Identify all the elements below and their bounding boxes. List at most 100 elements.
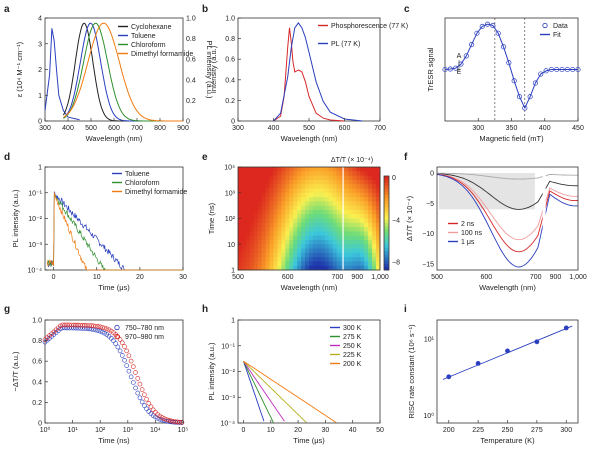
panel-e-heat-cell	[249, 257, 255, 262]
panel-letter-c: c	[404, 4, 410, 15]
panel-e-heat-cell	[238, 227, 243, 232]
panel-e-heat-cell	[281, 261, 286, 267]
panel-e-heat-cell	[281, 265, 286, 271]
panel-e-heat-cell	[356, 244, 361, 249]
panel-e-colorbar-cell	[384, 194, 389, 199]
panel-e-heat-cell	[261, 167, 267, 172]
panel-e-heat-cell	[289, 227, 294, 232]
panel-e-colorbar-cell	[384, 260, 389, 265]
panel-e-heat-cell	[312, 265, 318, 271]
panel-e-heat-cell	[348, 265, 353, 271]
panel-e-heat-cell	[285, 171, 290, 176]
panel-e-heat-cell	[241, 167, 247, 172]
panel-e-heat-cell	[257, 248, 263, 254]
panel-c-absorption-label: A	[457, 53, 462, 60]
panel-e-heat-cell	[253, 261, 259, 267]
panel-e-heat-cell	[320, 231, 326, 237]
panel-e-heat-cell	[261, 222, 267, 228]
panel-e-heat-cell	[293, 184, 298, 189]
panel-e-heat-cell	[301, 227, 306, 232]
panel-e-heat-cell	[297, 209, 302, 215]
panel-e-heat-cell	[301, 239, 306, 245]
panel-c-x-tick-label: 400	[539, 125, 551, 132]
panel-e-heat-cell	[312, 261, 318, 267]
panel-e-colorbar-cell	[384, 182, 389, 186]
panel-e-heat-cell	[277, 205, 282, 211]
panel-e-heat-cell	[249, 175, 255, 181]
panel-e-heat-cell	[261, 244, 267, 249]
panel-e-heat-cell	[281, 227, 286, 232]
panel-e-heat-cell	[356, 222, 361, 228]
panel-a-y2-tick-label: 0.2	[186, 98, 196, 105]
panel-e-heat-cell	[273, 205, 278, 211]
panel-e-heat-cell	[332, 261, 338, 267]
panel-g-point-1	[159, 415, 165, 420]
panel-e-heat-cell	[352, 244, 357, 249]
panel-e-heat-cell	[332, 214, 338, 219]
panel-e-heat-cell	[289, 197, 294, 202]
panel-e-heat-cell	[277, 201, 282, 207]
panel-g-point-1	[102, 325, 107, 331]
panel-e-heat-cell	[368, 244, 373, 249]
panel-e-heat-cell	[285, 214, 290, 219]
panel-e-heat-cell	[309, 171, 314, 176]
panel-e-heat-cell	[320, 171, 326, 176]
panel-g-point-1	[170, 418, 176, 424]
panel-g-point-1	[64, 322, 70, 328]
panel-c-data-point	[474, 30, 480, 36]
panel-e-heat-cell	[241, 184, 247, 189]
panel-e-heat-cell	[320, 197, 326, 202]
panel-e-heat-cell	[348, 252, 353, 258]
panel-e-heat-cell	[316, 265, 322, 271]
panel-e-heat-cell	[281, 239, 286, 245]
panel-e-heat-cell	[285, 218, 290, 224]
panel-e-heat-cell	[368, 192, 373, 198]
panel-e-heat-cell	[312, 197, 318, 202]
panel-f-legend-2-label: 1 μs	[461, 239, 475, 246]
panel-e-heat-cell	[328, 209, 334, 215]
panel-f-y-tick-label: −5	[426, 201, 434, 208]
panel-e-heat-cell	[368, 167, 373, 172]
panel-e-heat-cell	[352, 222, 357, 228]
panel-g-point-0	[84, 326, 90, 331]
panel-e-colorbar-cell	[384, 219, 389, 224]
panel-e-heat-cell	[277, 179, 282, 185]
panel-e-heat-cell	[253, 205, 259, 211]
panel-e-heat-cell	[305, 179, 310, 185]
panel-e-heat-cell	[289, 235, 294, 241]
panel-e-heat-cell	[344, 222, 349, 228]
panel-e-heat-cell	[238, 209, 243, 215]
panel-e-heat-cell	[328, 197, 334, 202]
panel-i-axes	[436, 319, 579, 424]
panel-e-heat-cell	[245, 231, 251, 237]
panel-e-heat-cell	[328, 244, 334, 249]
panel-b-series-0	[273, 27, 345, 122]
panel-e-heat-cell	[273, 252, 278, 258]
panel-e-heat-cell	[249, 227, 255, 232]
panel-e-heat-cell	[305, 248, 310, 254]
panel-f-x-label: Wavelength (nm)	[479, 283, 536, 292]
panel-e-y-tick-label: 10²	[225, 216, 236, 223]
panel-e-heat-cell	[289, 171, 294, 176]
panel-e-heat-cell	[269, 265, 274, 271]
panel-e-heat-cell	[289, 265, 294, 271]
panel-e-heat-cell	[324, 201, 330, 207]
panel-e-heat-cell	[277, 257, 282, 262]
panel-g-point-1	[164, 417, 169, 422]
panel-e-colorbar-cell	[384, 176, 389, 180]
panel-e-heat-cell	[245, 171, 251, 176]
panel-e-heat-cell	[316, 239, 322, 245]
panel-e-heat-cell	[257, 222, 263, 228]
panel-e-heat-cell	[241, 231, 247, 237]
panel-e-heat-cell	[364, 209, 369, 215]
panel-e-heat-cell	[285, 222, 290, 228]
panel-e-heat-cell	[316, 222, 322, 228]
panel-e-heat-cell	[281, 167, 286, 172]
panel-e-heat-cell	[368, 184, 373, 189]
panel-e-heat-cell	[309, 201, 314, 207]
panel-h-x-tick-label: 40	[349, 427, 357, 434]
panel-e-heat-cell	[245, 184, 251, 189]
panel-e-heat-cell	[348, 175, 353, 181]
panel-g-point-0	[86, 326, 92, 332]
panel-e-heat-cell	[305, 201, 310, 207]
